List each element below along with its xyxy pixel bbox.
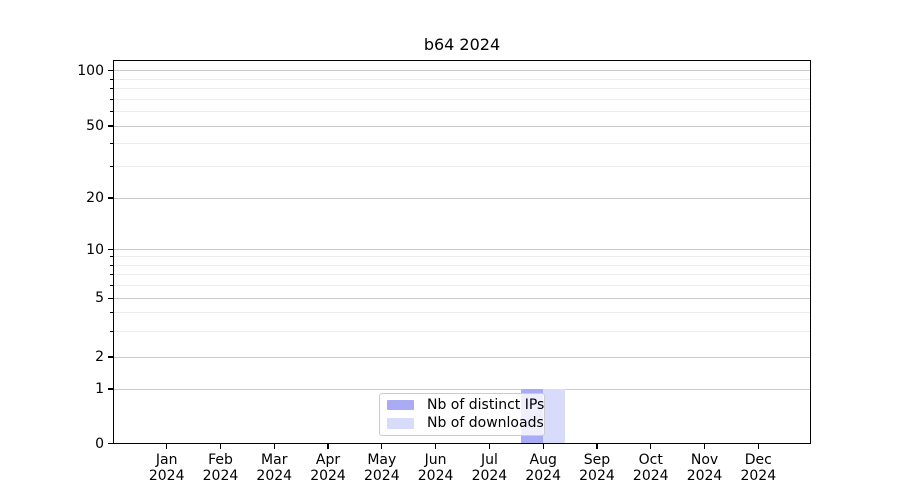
x-tick-label: Jan 2024: [148, 451, 185, 485]
y-gridline-major: [113, 388, 811, 390]
y-minor-tick: [110, 274, 113, 276]
y-minor-tick: [110, 88, 113, 89]
plot-frame: [113, 59, 811, 444]
x-tick-label: Sep 2024: [579, 451, 615, 485]
y-gridline-minor: [113, 264, 811, 266]
y-tick: [108, 356, 113, 358]
y-tick-label: 1: [95, 381, 104, 397]
legend-label: Nb of distinct IPs: [427, 396, 545, 413]
x-tick: [273, 443, 275, 449]
y-gridline-minor: [113, 110, 811, 112]
y-gridline-minor: [113, 312, 811, 314]
y-gridline-major: [113, 249, 811, 250]
x-tick: [542, 443, 544, 449]
y-tick-label: 20: [86, 190, 104, 206]
y-gridline-minor: [113, 98, 811, 100]
y-gridline-minor: [113, 274, 811, 276]
y-gridline-major: [113, 125, 811, 127]
y-tick-label: 5: [95, 290, 104, 307]
y-minor-tick: [110, 284, 113, 286]
y-gridline-major: [113, 297, 811, 299]
x-tick-label: Apr 2024: [310, 451, 346, 485]
y-gridline-minor: [113, 284, 811, 286]
y-tick: [108, 197, 113, 199]
x-tick: [219, 443, 222, 449]
legend-swatch-distinct-ips: [387, 399, 414, 411]
y-gridline-minor: [113, 78, 811, 80]
y-tick: [108, 297, 113, 299]
y-tick-label: 50: [86, 118, 104, 134]
y-tick-label: 100: [77, 62, 104, 79]
x-tick: [650, 443, 652, 449]
y-gridline-minor: [113, 143, 811, 145]
x-tick: [327, 443, 329, 449]
y-gridline-major: [113, 197, 811, 199]
x-tick-label: Jul 2024: [471, 451, 508, 485]
y-gridline-major: [113, 356, 811, 358]
x-tick: [596, 443, 598, 449]
chart-title: b64 2024: [423, 35, 501, 54]
y-tick-label: 0: [95, 435, 104, 452]
y-tick-label: 2: [95, 349, 104, 365]
y-minor-tick: [110, 165, 113, 167]
x-tick-label: Feb 2024: [202, 451, 239, 485]
x-tick: [435, 443, 437, 449]
y-gridline-minor: [113, 256, 811, 258]
x-tick: [703, 443, 706, 449]
x-tick-label: Oct 2024: [632, 451, 669, 485]
y-minor-tick: [110, 98, 113, 100]
y-minor-tick: [110, 330, 113, 332]
y-gridline-major: [113, 70, 811, 72]
y-tick: [108, 442, 113, 445]
bar-downloads: [543, 389, 566, 444]
y-gridline-minor: [113, 330, 811, 332]
y-gridline-minor: [113, 88, 811, 89]
x-tick-label: Mar 2024: [256, 451, 293, 485]
legend-swatch-downloads: [387, 418, 414, 429]
y-tick: [108, 125, 113, 127]
x-tick-label: Jun 2024: [417, 451, 454, 485]
x-tick-label: Aug 2024: [525, 451, 561, 485]
y-minor-tick: [110, 78, 113, 80]
y-minor-tick: [110, 256, 113, 258]
legend-item: Nb of downloads: [387, 415, 544, 432]
y-tick-label: 10: [86, 241, 104, 258]
y-minor-tick: [110, 312, 113, 314]
x-tick: [166, 443, 168, 449]
y-minor-tick: [110, 143, 113, 145]
y-tick: [108, 248, 113, 251]
legend-label: Nb of downloads: [427, 414, 544, 431]
x-tick: [488, 443, 490, 449]
y-minor-tick: [110, 264, 113, 266]
y-tick: [108, 70, 113, 72]
x-tick: [381, 443, 383, 449]
x-tick-label: Nov 2024: [686, 451, 723, 485]
y-gridline-minor: [113, 165, 811, 167]
y-tick: [108, 388, 113, 390]
legend: Nb of distinct IPs Nb of downloads: [379, 392, 545, 436]
x-tick-label: Dec 2024: [740, 451, 777, 485]
x-tick: [757, 443, 759, 449]
legend-item: Nb of distinct IPs: [387, 397, 544, 414]
y-minor-tick: [110, 110, 113, 112]
x-tick-label: May 2024: [363, 451, 400, 485]
